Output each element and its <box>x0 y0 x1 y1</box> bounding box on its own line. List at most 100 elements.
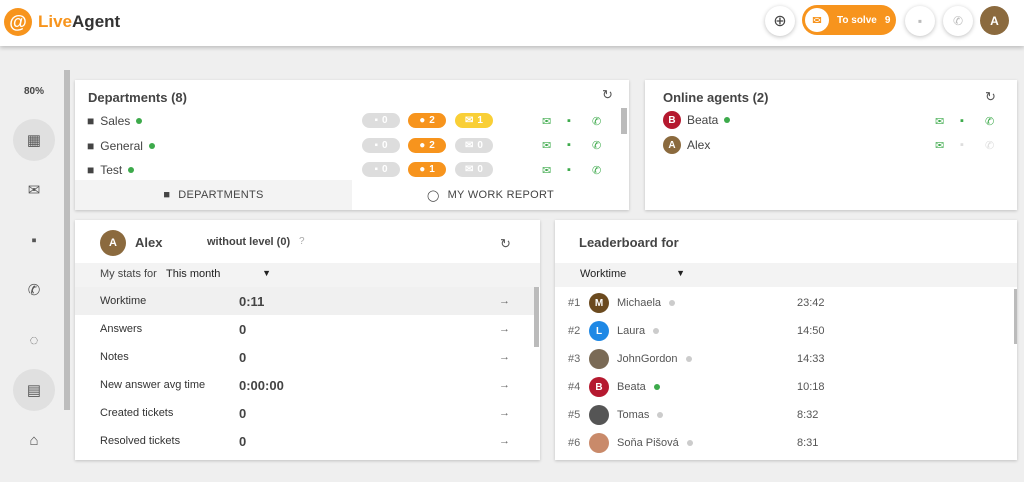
department-row[interactable]: ■ Sales <box>87 111 143 131</box>
stat-row[interactable]: Created tickets 0 → <box>100 405 510 421</box>
rank: #4 <box>568 381 581 393</box>
phone-icon[interactable]: ✆ <box>27 282 41 299</box>
worktime-value: 14:50 <box>797 325 825 337</box>
mail-icon[interactable]: ✉ <box>27 182 41 199</box>
agent-row[interactable]: A Alex <box>663 135 710 155</box>
add-icon[interactable]: ⊕ <box>765 6 795 36</box>
folder-icon: ■ <box>163 189 171 201</box>
bank-icon[interactable]: ⌂ <box>29 431 39 449</box>
phone-icon[interactable]: ✆ <box>592 140 602 152</box>
leaderboard-scrollbar[interactable] <box>1014 289 1017 344</box>
agent-name: Soňa Pišová <box>617 437 693 449</box>
phone-icon[interactable]: ✆ <box>943 6 973 36</box>
status-dot <box>128 167 135 173</box>
top-bar: @ LiveAgent ⊕ ✉ To solve 9 ▪ ✆ A <box>0 0 1024 46</box>
folder-icon: ■ <box>87 139 95 153</box>
phone-icon[interactable]: ✆ <box>592 116 602 128</box>
avatar: L <box>589 321 609 341</box>
leaderboard-row[interactable]: #5 Tomas 8:32 <box>555 401 1015 429</box>
agent-name: Tomas <box>617 409 664 421</box>
stat-row[interactable]: Answers 0 → <box>100 321 510 337</box>
departments-panel: Departments (8) ↻ ■ Sales ■ General ■ Test … <box>75 80 629 210</box>
contacts-icon[interactable]: ▤ <box>13 369 55 411</box>
stats-filter-bar: My stats for This month ▼ <box>75 263 540 287</box>
agent-row[interactable]: B Beata <box>663 110 731 130</box>
to-solve-count: 9 <box>884 14 891 26</box>
agent-level: without level (0) <box>207 236 291 248</box>
agent-name: Beata <box>687 113 719 127</box>
mail-icon[interactable]: ✉ <box>542 165 552 177</box>
stat-row[interactable]: Notes 0 → <box>100 349 510 365</box>
panel-tabs: ■ DEPARTMENTS ◯ MY WORK REPORT <box>75 180 629 210</box>
refresh-icon[interactable]: ↻ <box>985 89 996 104</box>
phone-icon[interactable]: ✆ <box>985 116 995 128</box>
rank: #5 <box>568 409 581 421</box>
leaderboard-row[interactable]: #4 B Beata 10:18 <box>555 373 1015 401</box>
arrow-right-icon: → <box>499 295 510 307</box>
period-select[interactable]: This month ▼ <box>166 268 271 280</box>
reports-icon[interactable]: ◌ <box>29 331 39 349</box>
page-scrollbar[interactable] <box>64 70 70 410</box>
status-dot <box>653 384 660 390</box>
refresh-icon[interactable]: ↻ <box>602 87 613 102</box>
arrow-right-icon: → <box>499 407 510 419</box>
avatar <box>589 349 609 369</box>
rank: #3 <box>568 353 581 365</box>
agent-name: Alex <box>687 138 711 152</box>
status-dot <box>148 143 155 149</box>
chat-icon[interactable]: ▪ <box>960 115 964 127</box>
mail-icon[interactable]: ✉ <box>542 116 552 128</box>
tab-label: MY WORK REPORT <box>447 189 555 201</box>
chat-icon[interactable]: ▪ <box>567 164 571 176</box>
chats-badge: ▪ 0 <box>362 113 400 128</box>
mail-icon[interactable]: ✉ <box>935 116 945 128</box>
tickets-badge: ✉ 1 <box>455 113 493 128</box>
agent-name: JohnGordon <box>617 353 692 365</box>
department-row[interactable]: ■ Test <box>87 160 135 180</box>
chat-icon: ▪ <box>960 139 964 151</box>
logo[interactable]: @ LiveAgent <box>4 8 120 36</box>
leaderboard-row[interactable]: #3 JohnGordon 14:33 <box>555 345 1015 373</box>
brand-name: LiveAgent <box>38 12 121 31</box>
avatar: B <box>663 111 681 129</box>
chat-icon[interactable]: ▪ <box>31 231 37 249</box>
stats-for-label: My stats for <box>100 268 157 280</box>
stat-row[interactable]: Worktime 0:11 → <box>75 287 535 315</box>
chat-icon[interactable]: ▪ <box>567 139 571 151</box>
worktime-value: 14:33 <box>797 353 825 365</box>
departments-scrollbar[interactable] <box>621 108 627 134</box>
refresh-icon[interactable]: ↻ <box>500 236 511 251</box>
stat-row[interactable]: Resolved tickets 0 → <box>100 433 510 449</box>
to-solve-button[interactable]: ✉ To solve 9 <box>802 5 896 35</box>
department-row[interactable]: ■ General <box>87 136 155 156</box>
chat-icon[interactable]: ▪ <box>567 115 571 127</box>
leaderboard-row[interactable]: #6 Soňa Pišová 8:31 <box>555 429 1015 457</box>
status-dot <box>653 328 660 334</box>
mail-icon[interactable]: ✉ <box>542 140 552 152</box>
avatar <box>589 433 609 453</box>
chats-badge: ▪ 0 <box>362 162 400 177</box>
avatar <box>589 405 609 425</box>
online-agents-title: Online agents (2) <box>663 90 769 105</box>
worktime-value: 10:18 <box>797 381 825 393</box>
stat-row[interactable]: New answer avg time 0:00:00 → <box>100 377 510 393</box>
help-icon[interactable]: ? <box>299 236 305 247</box>
user-avatar[interactable]: A <box>980 6 1009 35</box>
leaderboard-row[interactable]: #2 L Laura 14:50 <box>555 317 1015 345</box>
tab-departments[interactable]: ■ DEPARTMENTS <box>75 180 352 210</box>
arrow-right-icon: → <box>499 351 510 363</box>
tab-my-work-report[interactable]: ◯ MY WORK REPORT <box>352 180 629 210</box>
phone-icon[interactable]: ✆ <box>592 165 602 177</box>
sidebar: 80% ▦ ✉ ▪ ✆ ◌ ▤ ⌂ <box>0 46 65 482</box>
zoom-level[interactable]: 80% <box>24 86 45 97</box>
dashboard-icon[interactable]: ▦ <box>13 119 55 161</box>
leaderboard-filter-bar: Worktime ▼ <box>555 263 1017 287</box>
metric-select[interactable]: Worktime ▼ <box>580 268 685 280</box>
leaderboard-row[interactable]: #1 M Michaela 23:42 <box>555 289 1015 317</box>
calls-badge: ● 2 <box>408 138 446 153</box>
stats-scrollbar[interactable] <box>534 287 539 347</box>
department-name: Sales <box>100 114 131 128</box>
avatar: A <box>100 230 126 256</box>
chat-icon[interactable]: ▪ <box>905 6 935 36</box>
mail-icon[interactable]: ✉ <box>935 140 945 152</box>
